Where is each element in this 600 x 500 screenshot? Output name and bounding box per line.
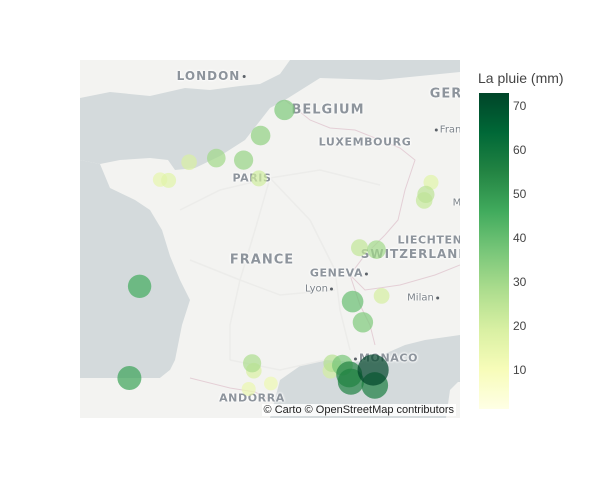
- station-marker[interactable]: [243, 354, 262, 373]
- station-marker[interactable]: [337, 368, 364, 395]
- station-marker[interactable]: [357, 354, 389, 386]
- station-marker[interactable]: [127, 274, 152, 298]
- station-marker[interactable]: [161, 172, 177, 188]
- station-marker[interactable]: [351, 239, 368, 257]
- station-marker[interactable]: [117, 366, 142, 390]
- station-markers: [117, 99, 439, 399]
- station-marker[interactable]: [181, 154, 197, 170]
- station-marker[interactable]: [352, 312, 374, 333]
- border-belgium: [284, 99, 401, 149]
- colorbar-tick-label: 20: [513, 318, 527, 333]
- map-attribution[interactable]: © Carto © OpenStreetMap contributors: [261, 404, 456, 416]
- road-2: [269, 177, 351, 351]
- station-marker[interactable]: [250, 125, 271, 146]
- map-panel[interactable]: LONDON BELGIUM GER Frank LUXEMBOURG PARI…: [80, 60, 460, 418]
- land-england: [80, 60, 290, 98]
- station-marker[interactable]: [264, 376, 278, 391]
- sea-atlantic: [80, 160, 190, 378]
- colorbar-tick-label: 10: [513, 362, 527, 377]
- station-marker[interactable]: [274, 99, 295, 121]
- station-marker[interactable]: [234, 150, 254, 170]
- road-5: [189, 259, 336, 296]
- station-marker[interactable]: [241, 382, 256, 396]
- station-marker[interactable]: [207, 148, 226, 168]
- station-marker[interactable]: [250, 170, 267, 187]
- colorbar-tick-label: 70: [513, 99, 527, 114]
- station-marker[interactable]: [367, 240, 386, 259]
- station-marker[interactable]: [373, 288, 390, 304]
- border-switzerland: [349, 234, 460, 291]
- station-marker[interactable]: [417, 185, 435, 203]
- road-4: [269, 169, 381, 186]
- colorbar-tick-label: 60: [513, 143, 527, 158]
- station-marker[interactable]: [341, 290, 364, 313]
- colorbar-tick-label: 50: [513, 186, 527, 201]
- border-germany: [384, 147, 416, 236]
- colorbar-tick-label: 40: [513, 230, 527, 245]
- colorbar: [479, 93, 509, 409]
- colorbar-tick-label: 30: [513, 274, 527, 289]
- colorbar-title: La pluie (mm): [478, 70, 564, 86]
